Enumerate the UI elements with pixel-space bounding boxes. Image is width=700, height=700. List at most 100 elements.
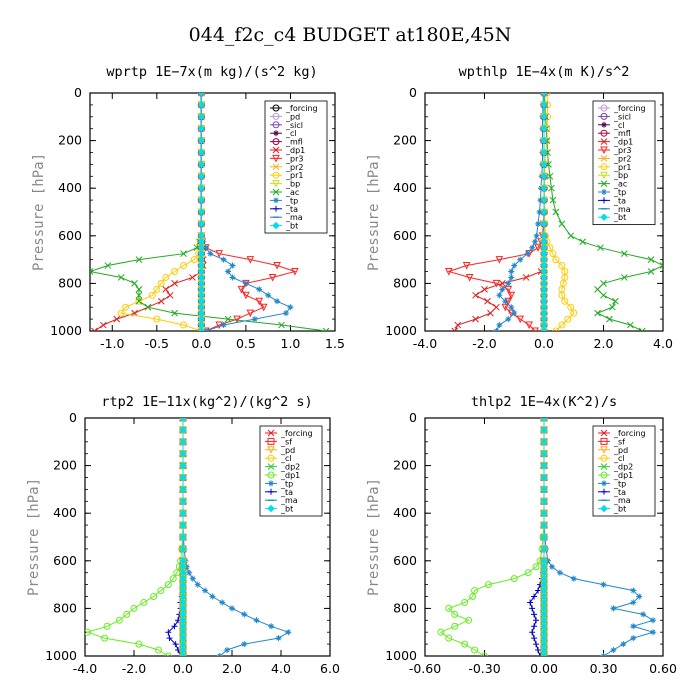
data-point <box>90 268 94 275</box>
data-point <box>516 315 525 324</box>
legend-label: _pd <box>285 112 300 121</box>
data-point <box>472 291 479 299</box>
x-tick-label: 0.30 <box>590 661 618 676</box>
data-point <box>278 321 285 329</box>
series-line-tp <box>495 93 544 331</box>
x-tick-label: 4.0 <box>271 661 291 676</box>
data-point <box>536 209 543 215</box>
data-point <box>511 262 518 269</box>
data-point <box>197 172 206 181</box>
data-point <box>531 611 538 618</box>
y-tick-label: 200 <box>393 458 417 473</box>
data-point <box>600 291 607 299</box>
y-tick-label: 200 <box>393 133 417 148</box>
data-point <box>570 309 578 317</box>
y-tick-label: 200 <box>58 133 82 148</box>
data-point <box>225 268 232 275</box>
legend-label: _forcing <box>613 429 646 438</box>
x-tick-label: 1.0 <box>281 336 301 351</box>
data-point <box>471 646 479 654</box>
y-tick-label: 600 <box>53 553 77 568</box>
data-point <box>540 148 548 157</box>
legend-label: _sf <box>280 437 292 446</box>
data-point <box>255 297 264 306</box>
data-point <box>540 93 548 97</box>
data-point <box>522 274 530 281</box>
data-point <box>157 587 165 595</box>
data-point <box>540 652 548 656</box>
x-tick-label: 2.0 <box>594 336 614 351</box>
data-point <box>179 521 187 529</box>
y-tick-label: 600 <box>393 228 417 243</box>
data-point <box>465 616 473 624</box>
data-point <box>171 280 178 287</box>
legend-label: _dp1 <box>613 471 633 480</box>
legend-marker <box>268 480 274 487</box>
data-point <box>564 315 572 323</box>
data-point <box>630 623 637 630</box>
legend-marker <box>267 454 275 462</box>
legend-label: _dp1 <box>280 471 300 480</box>
series-group <box>90 93 330 331</box>
data-point <box>117 274 125 281</box>
legend-marker <box>600 163 608 171</box>
legend-marker <box>267 471 275 479</box>
data-point <box>549 196 557 204</box>
legend-marker <box>267 429 275 437</box>
data-point <box>237 285 246 294</box>
data-point <box>612 297 619 305</box>
x-tick-label: -1.0 <box>100 336 124 351</box>
data-point <box>233 315 241 324</box>
data-point <box>540 545 548 553</box>
data-point <box>445 604 453 612</box>
data-point <box>180 262 188 270</box>
chart-panel-4: thlp2 1E−4x(K^2)/s Pressure [hPa] 0 200 400 6… <box>366 394 677 676</box>
x-tick-label: 0.0 <box>191 336 211 351</box>
data-point <box>197 208 206 216</box>
y-tick-label: 200 <box>53 458 77 473</box>
data-point <box>189 274 196 281</box>
data-point <box>190 256 198 264</box>
legend-label: _pr1 <box>285 171 303 180</box>
data-point <box>531 623 538 630</box>
data-point <box>246 309 255 318</box>
data-point <box>529 629 536 636</box>
legend-marker <box>272 112 280 120</box>
data-point <box>529 244 536 251</box>
data-point <box>540 172 548 181</box>
data-point <box>558 262 566 270</box>
data-point <box>540 533 548 541</box>
y-tick-label: 0 <box>74 85 82 100</box>
data-point <box>567 303 575 311</box>
data-point <box>197 148 206 157</box>
data-point <box>552 208 560 216</box>
data-point <box>165 629 172 636</box>
x-tick-label: -2.0 <box>122 661 146 676</box>
y-tick-label: 400 <box>393 505 417 520</box>
data-point <box>115 616 123 624</box>
y-axis-label: Pressure [hPa] <box>26 478 42 596</box>
data-point <box>540 208 548 216</box>
x-tick-label: -0.30 <box>468 661 500 676</box>
legend-label: _ta <box>613 488 626 497</box>
data-point <box>172 641 179 648</box>
data-point <box>220 322 227 329</box>
data-point <box>179 461 187 470</box>
data-point <box>630 587 637 594</box>
legend-marker <box>600 429 608 437</box>
data-point <box>140 598 148 606</box>
data-point <box>540 124 548 133</box>
data-point <box>549 250 557 258</box>
data-point <box>197 327 206 331</box>
legend-marker <box>601 197 607 204</box>
data-point <box>229 274 236 281</box>
legend-label: _cl <box>285 129 297 138</box>
legend-label: _ma <box>280 496 298 505</box>
data-point <box>594 309 601 317</box>
y-tick-label: 0 <box>69 410 77 425</box>
legend-label: _cl <box>613 121 625 130</box>
legend-label: _bt <box>285 222 298 231</box>
y-tick-label: 1000 <box>45 648 77 663</box>
legend-marker <box>272 146 280 154</box>
data-point <box>171 623 178 630</box>
